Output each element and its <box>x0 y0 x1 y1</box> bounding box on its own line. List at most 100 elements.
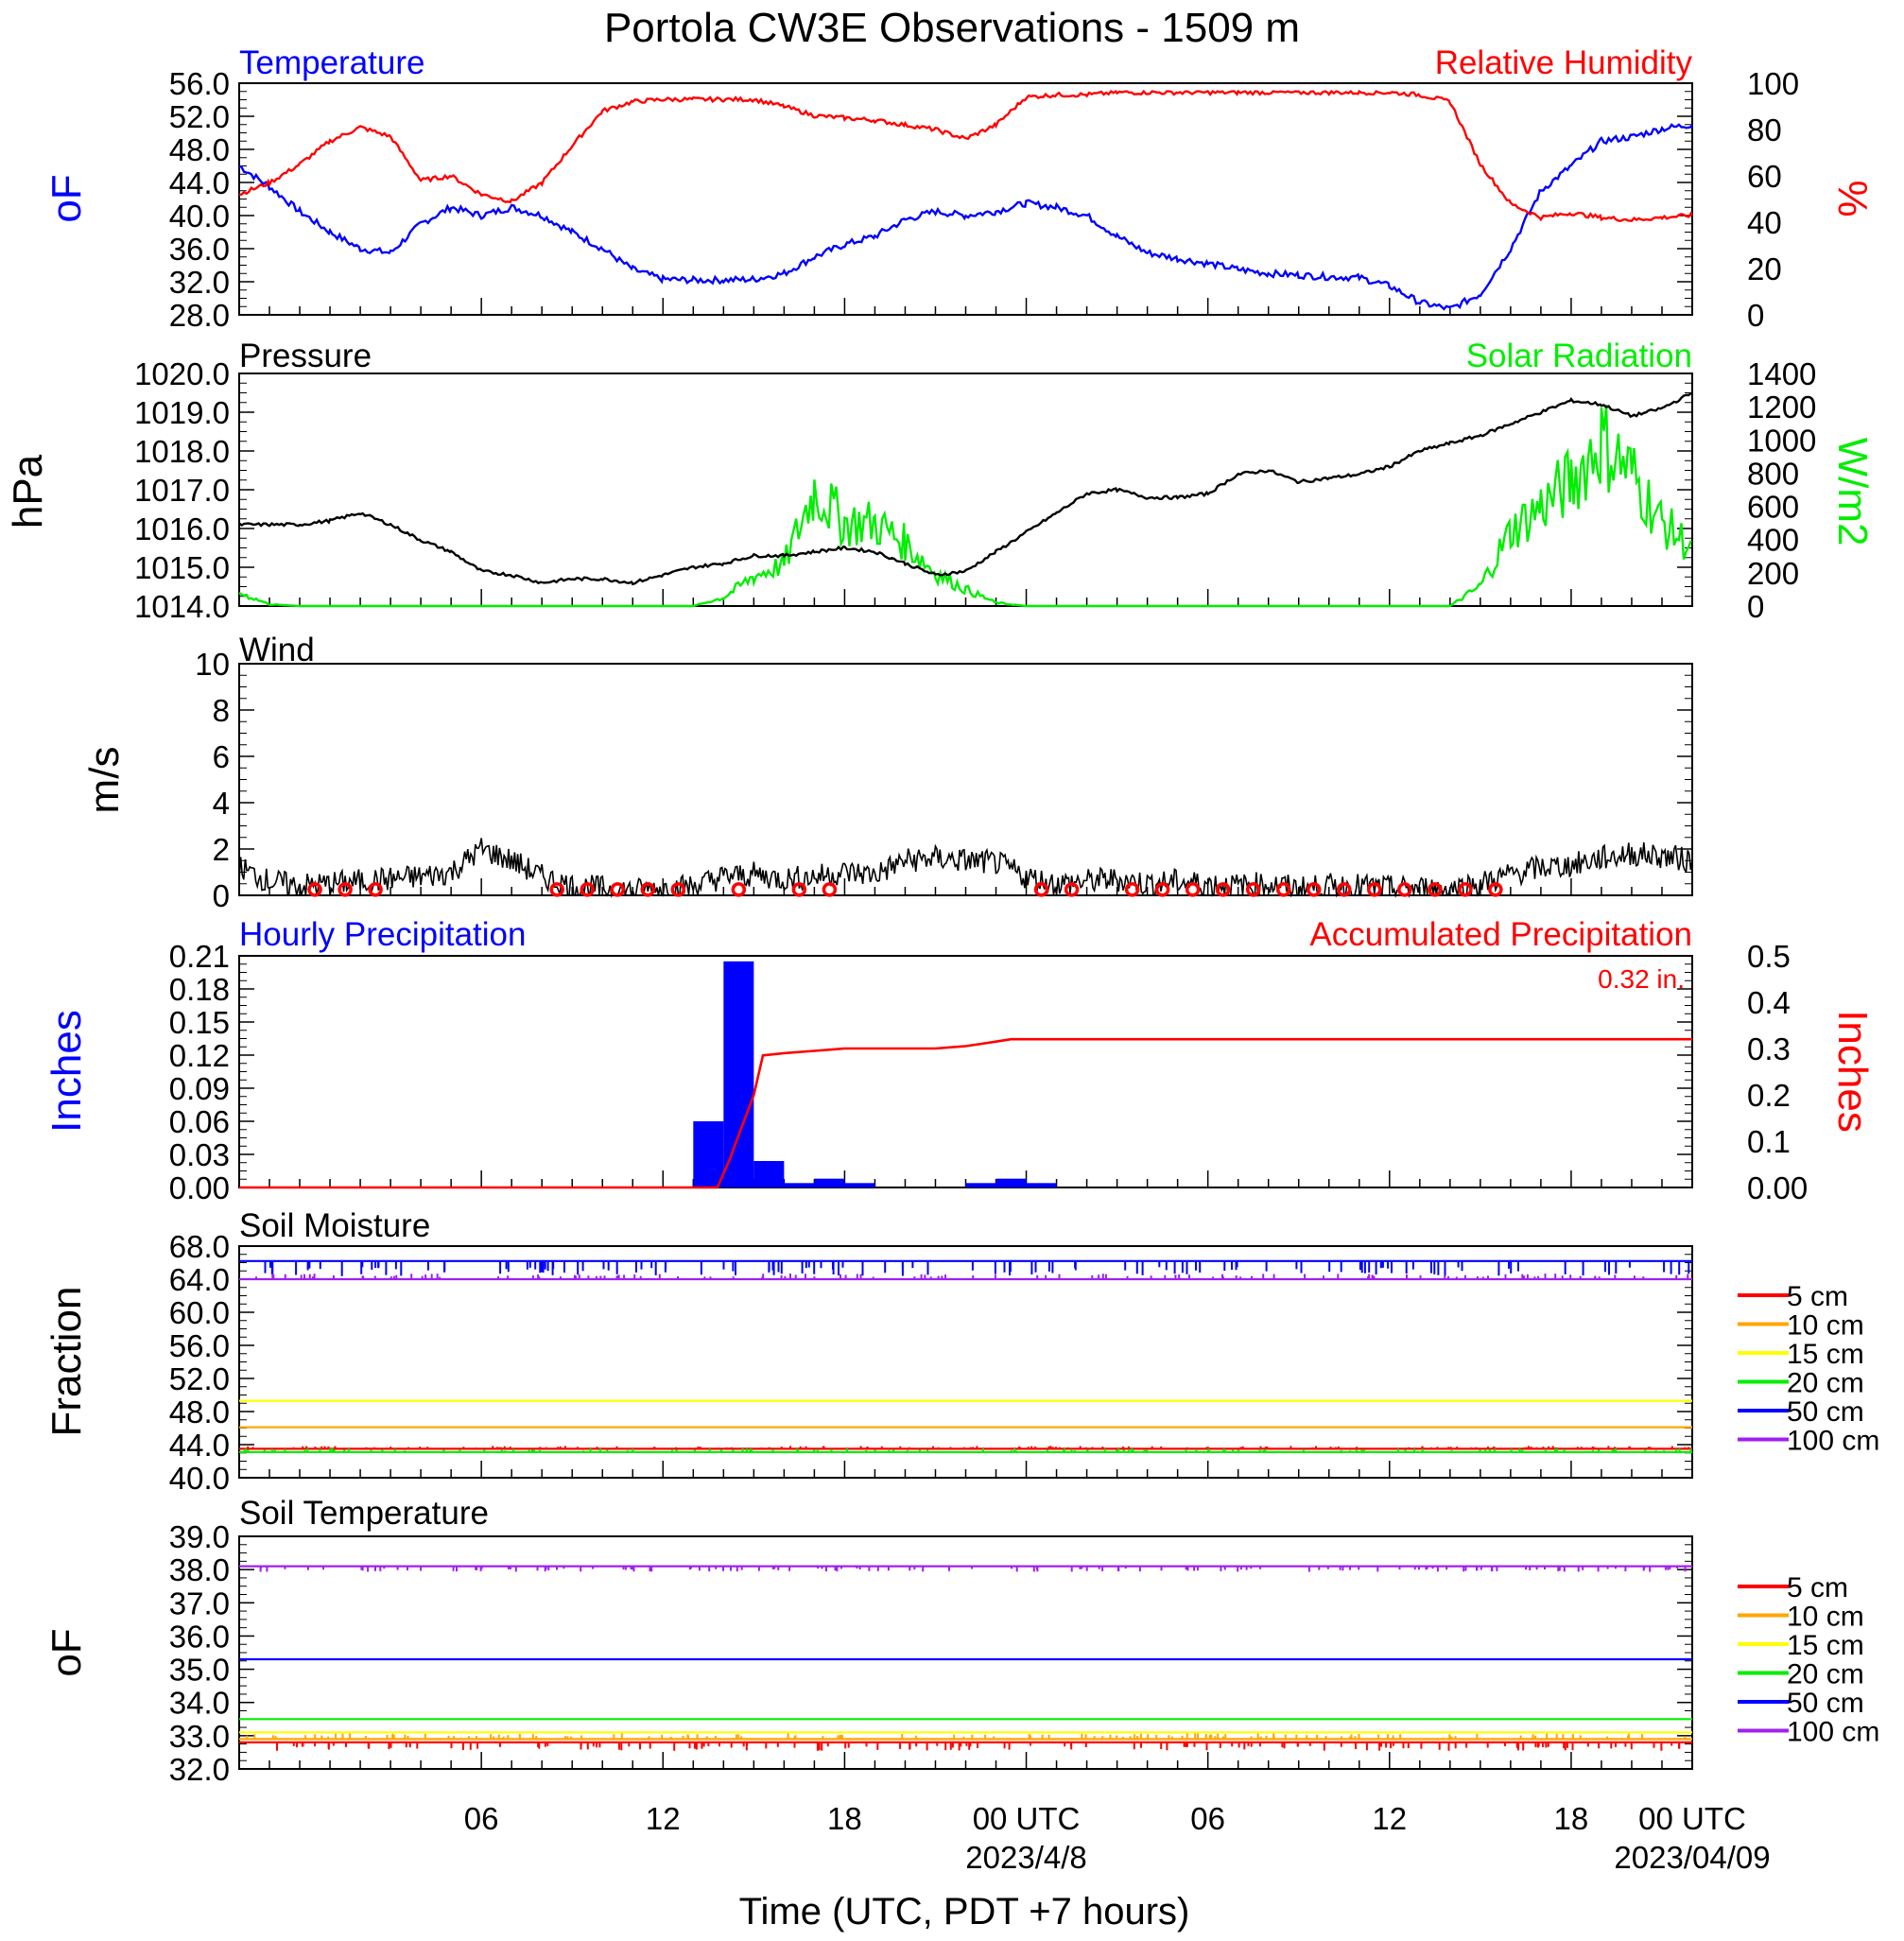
panel-left-title: Soil Temperature <box>239 1495 489 1532</box>
y-tick-label: 33.0 <box>169 1719 230 1754</box>
x-ticks <box>238 1461 1693 1478</box>
calm-marker <box>670 882 686 897</box>
precip-bars <box>693 961 1057 1187</box>
y-axis-label: oF <box>43 174 90 222</box>
series-100-cm-noise <box>259 1566 1687 1572</box>
series-wind-speed <box>238 838 1693 899</box>
y-tick-label: 8 <box>213 693 230 728</box>
y-tick-label: 1017.0 <box>134 473 230 508</box>
x-tick-label: 18 <box>1554 1801 1589 1836</box>
calm-marker <box>822 882 838 897</box>
calm-marker <box>1488 882 1503 897</box>
y-tick-label: 1016.0 <box>134 511 230 546</box>
calm-marker <box>549 882 564 897</box>
legend-label: 50 cm <box>1787 1396 1864 1428</box>
precip-bar <box>693 1121 724 1187</box>
y-tick-label: 44.0 <box>169 1428 230 1463</box>
y-tick-label: 4 <box>213 786 230 821</box>
legend-label: 50 cm <box>1787 1688 1864 1719</box>
calm-marker <box>1124 882 1140 897</box>
y-tick-label: 28.0 <box>169 298 230 333</box>
y-tick-label: 32.0 <box>169 1752 230 1787</box>
x-tick-label: 06 <box>1190 1801 1225 1836</box>
precip-bar <box>723 961 754 1187</box>
x-tick-date: 2023/04/09 <box>1614 1840 1770 1875</box>
panel-left-title: Temperature <box>239 44 424 81</box>
y2-tick-label: 0 <box>1747 589 1764 624</box>
x-tick-label: 06 <box>464 1801 499 1836</box>
y2-tick-label: 1400 <box>1747 356 1816 391</box>
y-axis-label: hPa <box>5 454 51 529</box>
series-relative-humidity <box>238 89 1694 222</box>
y-tick-label: 1014.0 <box>134 589 230 624</box>
plot-frame <box>238 1245 1693 1479</box>
y-tick-label: 35.0 <box>169 1653 230 1688</box>
x-tick-label: 12 <box>1372 1801 1407 1836</box>
legend-label: 100 cm <box>1787 1426 1879 1457</box>
y2-tick-label: 400 <box>1747 523 1799 558</box>
accumulated-total: 0.32 in. <box>1598 964 1685 994</box>
x-axis: 06 12 18 00 UTC 2023/4/8 06 12 18 00 UTC 2023/04/… <box>464 1801 1771 1875</box>
y-tick-label: 1018.0 <box>134 434 230 469</box>
x-tick-date: 2023/4/8 <box>965 1840 1086 1875</box>
x-tick-label: 00 UTC <box>973 1801 1081 1836</box>
y-tick-label: 68.0 <box>169 1229 230 1264</box>
y2-tick-label: 40 <box>1747 205 1782 240</box>
calm-marker <box>1033 882 1049 897</box>
calm-marker <box>1337 882 1352 897</box>
y2-tick-label: 0.5 <box>1747 939 1791 974</box>
legend-label: 15 cm <box>1787 1630 1864 1661</box>
y-tick-label: 36.0 <box>169 232 230 267</box>
chart-title: Portola CW3E Observations - 1509 m <box>604 5 1300 51</box>
y-tick-label: 56.0 <box>169 1328 230 1363</box>
y-tick-label: 36.0 <box>169 1619 230 1654</box>
legend-label: 5 cm <box>1787 1281 1848 1312</box>
panel-right-title: Relative Humidity <box>1435 44 1693 81</box>
y-tick-label: 0.09 <box>169 1071 230 1106</box>
y2-tick-label: 80 <box>1747 113 1782 147</box>
y-tick-label: 0.12 <box>169 1038 230 1073</box>
y-tick-label: 39.0 <box>169 1519 230 1554</box>
series-20-cm-noise <box>243 1447 1692 1452</box>
y-tick-label: 0.06 <box>169 1104 230 1139</box>
series-10-cm-noise <box>246 1733 1687 1740</box>
panel-left-title: Wind <box>239 632 315 668</box>
y2-tick-label: 0.2 <box>1747 1078 1791 1113</box>
y2-tick-label: 0 <box>1747 298 1764 333</box>
series-5-cm-noise <box>247 1446 1690 1449</box>
y2-tick-label: 800 <box>1747 456 1799 491</box>
plot-frame <box>238 82 1693 316</box>
series-pressure <box>238 391 1693 586</box>
y-tick-label: 44.0 <box>169 165 230 200</box>
calm-marker <box>338 882 353 897</box>
legend-label: 100 cm <box>1787 1717 1879 1748</box>
panel-precipitation: 0.210.180.150.120.090.060.030.000.50.40.… <box>43 916 1876 1205</box>
panel-temperature-humidity: 56.052.048.044.040.036.032.028.0 100 80 60 4… <box>43 44 1876 333</box>
series-5-cm-noise <box>276 1742 1681 1751</box>
y-axis-label: Inches <box>43 1010 90 1133</box>
y-axis-label: Fraction <box>43 1287 90 1437</box>
calm-markers <box>307 882 1503 897</box>
panel-left-title: Hourly Precipitation <box>239 916 526 953</box>
precip-bar <box>965 1183 996 1187</box>
y2-tick-label: 0.3 <box>1747 1031 1791 1066</box>
y2-tick-label: 1000 <box>1747 423 1816 458</box>
y-tick-label: 52.0 <box>169 1361 230 1396</box>
series-100-cm-noise <box>255 1274 1689 1279</box>
y-tick-label: 40.0 <box>169 1461 230 1496</box>
y2-axis-label: W/m2 <box>1829 438 1876 546</box>
calm-marker <box>1275 882 1291 897</box>
y2-axis-label: Inches <box>1829 1010 1876 1133</box>
x-tick-label: 18 <box>827 1801 862 1836</box>
precip-bar <box>814 1178 845 1187</box>
calm-marker <box>791 882 807 897</box>
calm-marker <box>1428 882 1443 897</box>
panel-left-title: Soil Moisture <box>239 1207 430 1244</box>
x-tick-label: 00 UTC <box>1638 1801 1746 1836</box>
y2-tick-label: 20 <box>1747 251 1782 286</box>
calm-marker <box>368 882 383 897</box>
calm-marker <box>307 882 322 897</box>
